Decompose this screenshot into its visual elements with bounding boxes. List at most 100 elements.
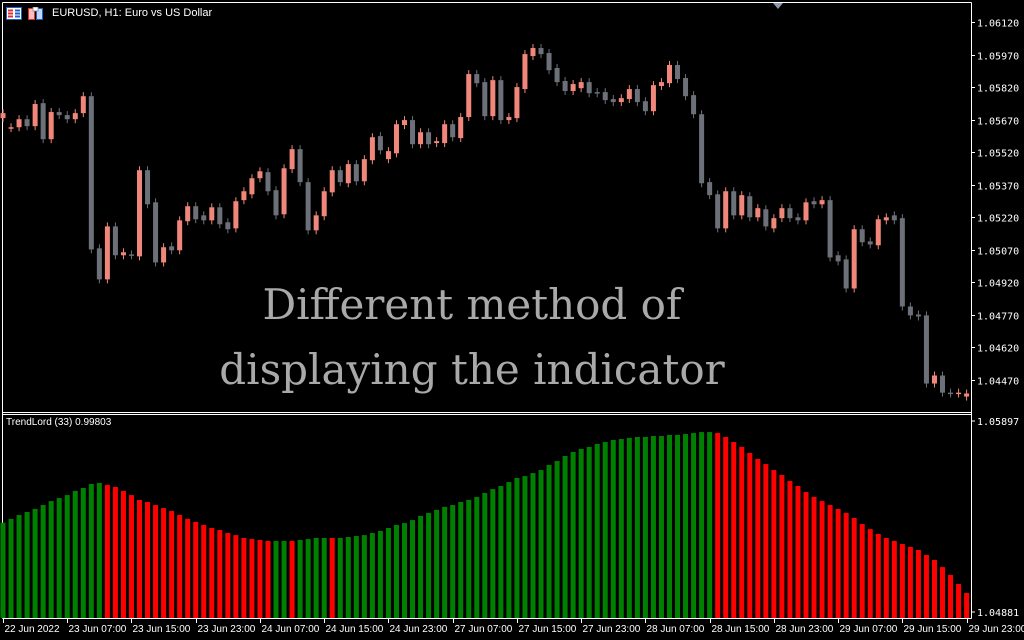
candle-body (24, 119, 30, 127)
candle-bearish (811, 197, 817, 209)
candle-bullish (120, 248, 126, 260)
candle-bearish (554, 64, 560, 87)
histogram-bar-up (675, 434, 681, 618)
candle-body (843, 259, 849, 289)
histogram-bar-down (795, 486, 801, 618)
histogram-bar-down (923, 555, 929, 618)
candle-bearish (153, 198, 159, 267)
histogram-bar-up (426, 512, 432, 618)
price-tick-label: 1.04620 (977, 344, 1019, 355)
candle-body (562, 81, 568, 92)
histogram-bar-up (474, 496, 480, 618)
candle-bullish (80, 92, 86, 118)
candle-bearish (683, 73, 689, 101)
candle-bearish (634, 85, 640, 107)
time-axis: 22 Jun 2022 23 Jun 07:00 23 Jun 15:00 23 Ju… (3, 618, 1024, 635)
time-tick-label: 23 Jun 15:00 (133, 624, 191, 635)
candle-bullish (369, 133, 375, 165)
time-tick-label: 24 Jun 07:00 (262, 624, 320, 635)
histogram-bar-down (964, 593, 970, 618)
candle-bearish (40, 99, 46, 144)
histogram-bar-up (48, 501, 54, 618)
histogram-bar-down (851, 518, 857, 618)
candle-bullish (434, 137, 440, 148)
histogram-bar-up (337, 537, 343, 618)
candle-body (490, 80, 496, 117)
candle-bearish (297, 145, 303, 187)
histogram-bar-down (867, 529, 873, 618)
histogram-bar-up (450, 505, 456, 618)
candle-body (899, 218, 905, 307)
candle-body (787, 208, 793, 219)
candle-body (923, 315, 929, 384)
candle-body (763, 209, 769, 227)
histogram-bar-up (578, 449, 584, 618)
candle-bearish (940, 371, 946, 397)
candle-body (578, 82, 584, 89)
histogram-bar-down (835, 508, 841, 618)
candle-bullish (666, 60, 672, 88)
candle-bearish (899, 214, 905, 311)
candle-bearish (763, 205, 769, 231)
candle-bullish (402, 116, 407, 130)
candle-body (297, 149, 303, 183)
candle-body (610, 99, 616, 103)
histogram-bar-up (64, 495, 70, 618)
candle-bullish (658, 78, 664, 91)
candle-bearish (731, 187, 737, 220)
histogram-bar-up (8, 518, 14, 618)
candle-body (265, 172, 271, 192)
symbol-list-icon[interactable] (6, 6, 22, 20)
price-tick-label: 1.05220 (977, 214, 1019, 225)
chart-shift-marker-icon[interactable] (773, 3, 783, 9)
candle-body (522, 54, 528, 90)
histogram-bar-down (137, 499, 143, 618)
candle-body (40, 103, 46, 140)
candle-bearish (225, 218, 231, 234)
candle-bearish (377, 132, 383, 155)
candle-body (169, 246, 175, 251)
histogram-bar-down (779, 474, 785, 618)
candle-body (586, 82, 592, 94)
candle-body (72, 113, 78, 120)
candle-body (819, 200, 825, 205)
histogram-bar-down (217, 530, 223, 618)
histogram-bar-up (313, 537, 319, 618)
candle-body (80, 96, 86, 114)
histogram-bar-down (169, 511, 175, 618)
price-tick-label: 1.04770 (977, 312, 1019, 323)
chart-window-icon[interactable] (28, 6, 44, 20)
candle-bullish (32, 100, 38, 131)
indicator-label[interactable]: TrendLord (33) 0.99803 (6, 417, 112, 428)
candle-bullish (137, 166, 143, 261)
price-tick-label: 1.05820 (977, 84, 1019, 95)
histogram-bar-up (80, 487, 86, 618)
histogram-bar-down (883, 537, 889, 618)
candle-body (634, 89, 640, 103)
histogram-bar-up (570, 452, 576, 618)
candle-body (209, 207, 215, 221)
candle-bullish (177, 216, 183, 255)
histogram-bar-up (691, 433, 697, 618)
histogram-bar-down (120, 490, 126, 618)
candle-bullish (257, 167, 263, 183)
price-tick-label: 1.04920 (977, 279, 1019, 290)
histogram-bar-up (514, 477, 520, 618)
candle-body (658, 82, 664, 87)
candle-body (683, 77, 689, 97)
histogram-bar-up (32, 508, 38, 618)
histogram-bar-down (209, 527, 215, 618)
candle-body (337, 170, 343, 183)
candle-body (851, 229, 857, 289)
histogram-bar-down (747, 452, 753, 618)
histogram-bar-up (634, 436, 640, 618)
histogram-bar-up (40, 505, 46, 618)
candle-body (393, 124, 399, 154)
time-tick-label: 28 Jun 15:00 (712, 624, 770, 635)
chart-title: EURUSD, H1: Euro vs US Dollar (52, 7, 213, 19)
histogram-bar-down (185, 518, 191, 618)
candle-body (867, 241, 873, 245)
candle-bullish (739, 191, 745, 220)
candle-bullish (329, 166, 335, 197)
